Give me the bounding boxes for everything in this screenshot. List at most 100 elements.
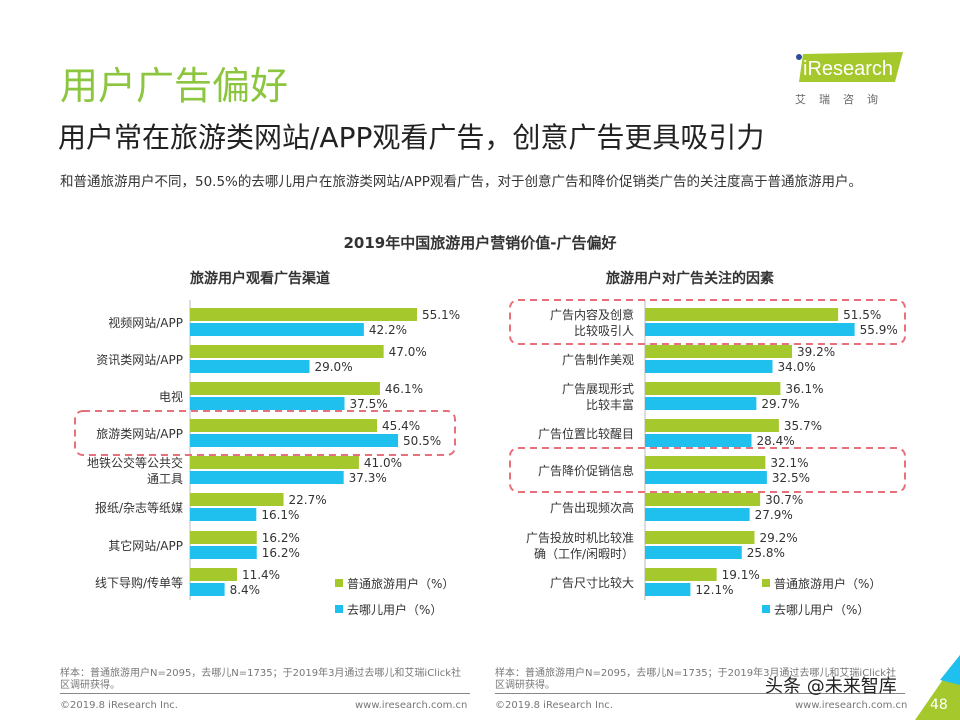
category-label: 广告投放时机比较准 <box>526 530 634 545</box>
bar-qunar <box>190 360 310 373</box>
divider <box>60 693 470 694</box>
bar-qunar <box>645 397 757 410</box>
bar-general <box>645 531 755 544</box>
data-label: 41.0% <box>364 456 402 470</box>
bar-general <box>190 419 378 432</box>
bar-qunar <box>645 583 691 596</box>
data-label: 27.9% <box>755 508 793 522</box>
legend-swatch <box>762 605 770 613</box>
chart-title: 2019年中国旅游用户营销价值-广告偏好 <box>343 234 617 252</box>
bar-qunar <box>645 471 767 484</box>
data-label: 37.5% <box>350 397 388 411</box>
page-number: 48 <box>930 697 948 713</box>
category-label: 旅游类网站/APP <box>96 427 183 441</box>
category-label: 线下导购/传单等 <box>95 575 183 590</box>
legend-swatch <box>762 579 770 587</box>
data-label: 16.1% <box>261 508 299 522</box>
data-label: 22.7% <box>289 493 327 507</box>
highlight-box <box>509 299 906 345</box>
right-chart-title: 旅游用户对广告关注的因素 <box>606 271 774 287</box>
copyright-right: ©2019.8 iResearch Inc. <box>495 700 613 711</box>
data-label: 46.1% <box>385 382 423 396</box>
url-left: www.iresearch.com.cn <box>355 700 468 711</box>
data-label: 32.5% <box>772 471 810 485</box>
data-label: 32.1% <box>770 456 808 470</box>
bar-qunar <box>190 397 345 410</box>
corner-decoration <box>915 655 960 720</box>
bar-general <box>645 419 779 432</box>
bar-qunar <box>190 583 225 596</box>
data-label: 28.4% <box>757 434 795 448</box>
page-title: 用户广告偏好 <box>60 64 289 108</box>
bar-qunar <box>645 360 773 373</box>
legend-swatch <box>335 579 343 587</box>
watermark: 头条 @未来智库 <box>765 676 897 697</box>
bar-general <box>190 531 257 544</box>
bar-general <box>645 345 792 358</box>
legend-label: 去哪儿用户（%） <box>347 602 442 617</box>
data-label: 39.2% <box>797 345 835 359</box>
data-label: 50.5% <box>403 434 441 448</box>
data-label: 11.4% <box>242 568 280 582</box>
legend-label: 普通旅游用户（%） <box>347 576 454 591</box>
highlight-box <box>74 410 456 456</box>
category-label: 广告降价促销信息 <box>538 463 634 478</box>
data-label: 8.4% <box>230 583 261 597</box>
category-label: 电视 <box>159 389 183 404</box>
url-right: www.iresearch.com.cn <box>795 700 908 711</box>
data-label: 42.2% <box>369 323 407 337</box>
bar-qunar <box>645 546 742 559</box>
data-label: 30.7% <box>765 493 803 507</box>
category-label: 广告出现频次高 <box>550 500 634 515</box>
category-label: 广告展现形式 <box>562 382 634 396</box>
svg-text:iResearch: iResearch <box>803 58 893 80</box>
category-label: 其它网站/APP <box>108 538 183 553</box>
bar-general <box>645 308 839 321</box>
bar-qunar <box>645 434 752 447</box>
bar-qunar <box>190 508 257 521</box>
bar-qunar <box>190 434 399 447</box>
data-label: 55.9% <box>860 323 898 337</box>
category-label: 广告尺寸比较大 <box>550 575 634 590</box>
iresearch-logo: iResearch <box>796 52 903 82</box>
sample-note-right: 样本：普通旅游用户N=2095，去哪儿N=1735；于2019年3月通过去哪儿和… <box>495 668 897 691</box>
data-label: 47.0% <box>389 345 427 359</box>
bar-qunar <box>190 471 344 484</box>
category-label: 资讯类网站/APP <box>96 353 183 367</box>
bar-general <box>190 382 380 395</box>
category-label: 确（工作/闲暇时） <box>534 547 634 561</box>
bar-qunar <box>645 508 750 521</box>
legend-label: 普通旅游用户（%） <box>774 576 881 591</box>
bar-general <box>190 345 384 358</box>
page-subtitle: 用户常在旅游类网站/APP观看广告，创意广告更具吸引力 <box>58 121 765 154</box>
data-label: 29.7% <box>761 397 799 411</box>
bar-qunar <box>190 323 364 336</box>
data-label: 12.1% <box>695 583 733 597</box>
data-label: 51.5% <box>843 308 881 322</box>
data-label: 35.7% <box>784 419 822 433</box>
data-label: 16.2% <box>262 546 300 560</box>
data-label: 55.1% <box>422 308 460 322</box>
category-label: 广告内容及创意 <box>550 307 634 322</box>
bar-qunar <box>645 323 855 336</box>
bar-general <box>645 456 766 469</box>
data-label: 16.2% <box>262 531 300 545</box>
left-chart-title: 旅游用户观看广告渠道 <box>190 271 330 287</box>
legend-label: 去哪儿用户（%） <box>774 602 869 617</box>
bar-general <box>190 493 284 506</box>
category-label: 比较吸引人 <box>574 323 634 338</box>
data-label: 36.1% <box>785 382 823 396</box>
data-label: 34.0% <box>778 360 816 374</box>
legend-swatch <box>335 605 343 613</box>
bar-general <box>645 493 761 506</box>
sample-note-left: 样本：普通旅游用户N=2095，去哪儿N=1735；于2019年3月通过去哪儿和… <box>60 668 462 691</box>
data-label: 29.2% <box>760 531 798 545</box>
copyright-left: ©2019.8 iResearch Inc. <box>60 700 178 711</box>
data-label: 19.1% <box>722 568 760 582</box>
category-label: 广告位置比较醒目 <box>538 426 634 441</box>
logo-cn: 艾瑞咨询 <box>795 93 891 106</box>
data-label: 37.3% <box>349 471 387 485</box>
description: 和普通旅游用户不同，50.5%的去哪儿用户在旅游类网站/APP观看广告，对于创意… <box>60 174 862 190</box>
divider <box>495 693 905 694</box>
data-label: 29.0% <box>314 360 352 374</box>
